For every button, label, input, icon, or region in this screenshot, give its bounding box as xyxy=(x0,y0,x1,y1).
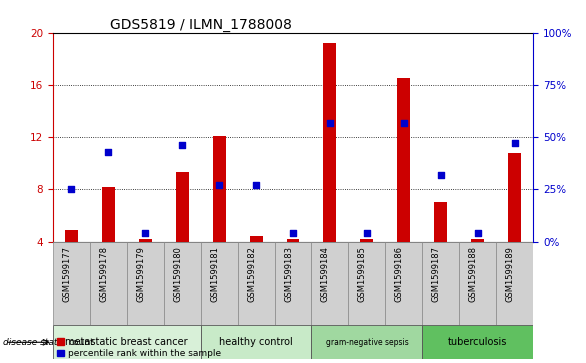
Bar xyxy=(496,242,533,325)
Text: metastatic breast cancer: metastatic breast cancer xyxy=(66,337,188,347)
Point xyxy=(436,172,445,178)
Bar xyxy=(53,242,90,325)
Bar xyxy=(139,239,152,242)
Point xyxy=(288,230,298,236)
Point xyxy=(325,119,335,125)
Bar xyxy=(397,78,410,242)
Text: GSM1599185: GSM1599185 xyxy=(358,246,367,302)
Bar xyxy=(459,242,496,325)
Text: healthy control: healthy control xyxy=(219,337,293,347)
Text: GSM1599179: GSM1599179 xyxy=(136,246,145,302)
Bar xyxy=(200,242,237,325)
Text: GSM1599187: GSM1599187 xyxy=(432,246,441,302)
Point xyxy=(399,119,408,125)
Text: GSM1599182: GSM1599182 xyxy=(247,246,256,302)
Bar xyxy=(508,153,522,242)
Text: GSM1599184: GSM1599184 xyxy=(321,246,330,302)
Bar xyxy=(386,242,423,325)
Bar xyxy=(127,242,163,325)
Text: GSM1599181: GSM1599181 xyxy=(210,246,219,302)
Point xyxy=(473,230,482,236)
Bar xyxy=(102,187,115,242)
Bar xyxy=(423,242,459,325)
Bar xyxy=(90,242,127,325)
Bar xyxy=(213,136,226,242)
Text: gram-negative sepsis: gram-negative sepsis xyxy=(326,338,408,347)
Point xyxy=(362,230,372,236)
Point xyxy=(510,140,519,146)
Text: tuberculosis: tuberculosis xyxy=(448,337,507,347)
Bar xyxy=(64,230,78,242)
Text: GSM1599186: GSM1599186 xyxy=(395,246,404,302)
Bar xyxy=(53,325,200,359)
Bar xyxy=(287,239,299,242)
Bar xyxy=(312,242,349,325)
Text: GSM1599188: GSM1599188 xyxy=(469,246,478,302)
Text: GSM1599180: GSM1599180 xyxy=(173,246,182,302)
Bar xyxy=(349,242,386,325)
Bar xyxy=(176,172,189,242)
Legend: count, percentile rank within the sample: count, percentile rank within the sample xyxy=(57,338,221,359)
Bar xyxy=(250,236,263,242)
Bar xyxy=(323,43,336,242)
Point xyxy=(141,230,150,236)
Bar xyxy=(471,239,484,242)
Text: GSM1599178: GSM1599178 xyxy=(99,246,108,302)
Bar xyxy=(237,242,274,325)
Text: GSM1599183: GSM1599183 xyxy=(284,246,293,302)
Bar xyxy=(274,242,312,325)
Point xyxy=(67,187,76,192)
Bar xyxy=(163,242,200,325)
Point xyxy=(178,143,187,148)
Bar xyxy=(312,325,423,359)
Bar xyxy=(360,239,373,242)
Text: disease state: disease state xyxy=(3,338,63,347)
Point xyxy=(214,182,224,188)
Bar xyxy=(423,325,533,359)
Text: GDS5819 / ILMN_1788008: GDS5819 / ILMN_1788008 xyxy=(110,18,292,32)
Text: GSM1599189: GSM1599189 xyxy=(506,246,515,302)
Bar xyxy=(434,203,447,242)
Point xyxy=(251,182,261,188)
Point xyxy=(104,149,113,155)
Text: GSM1599177: GSM1599177 xyxy=(62,246,71,302)
Bar xyxy=(200,325,312,359)
